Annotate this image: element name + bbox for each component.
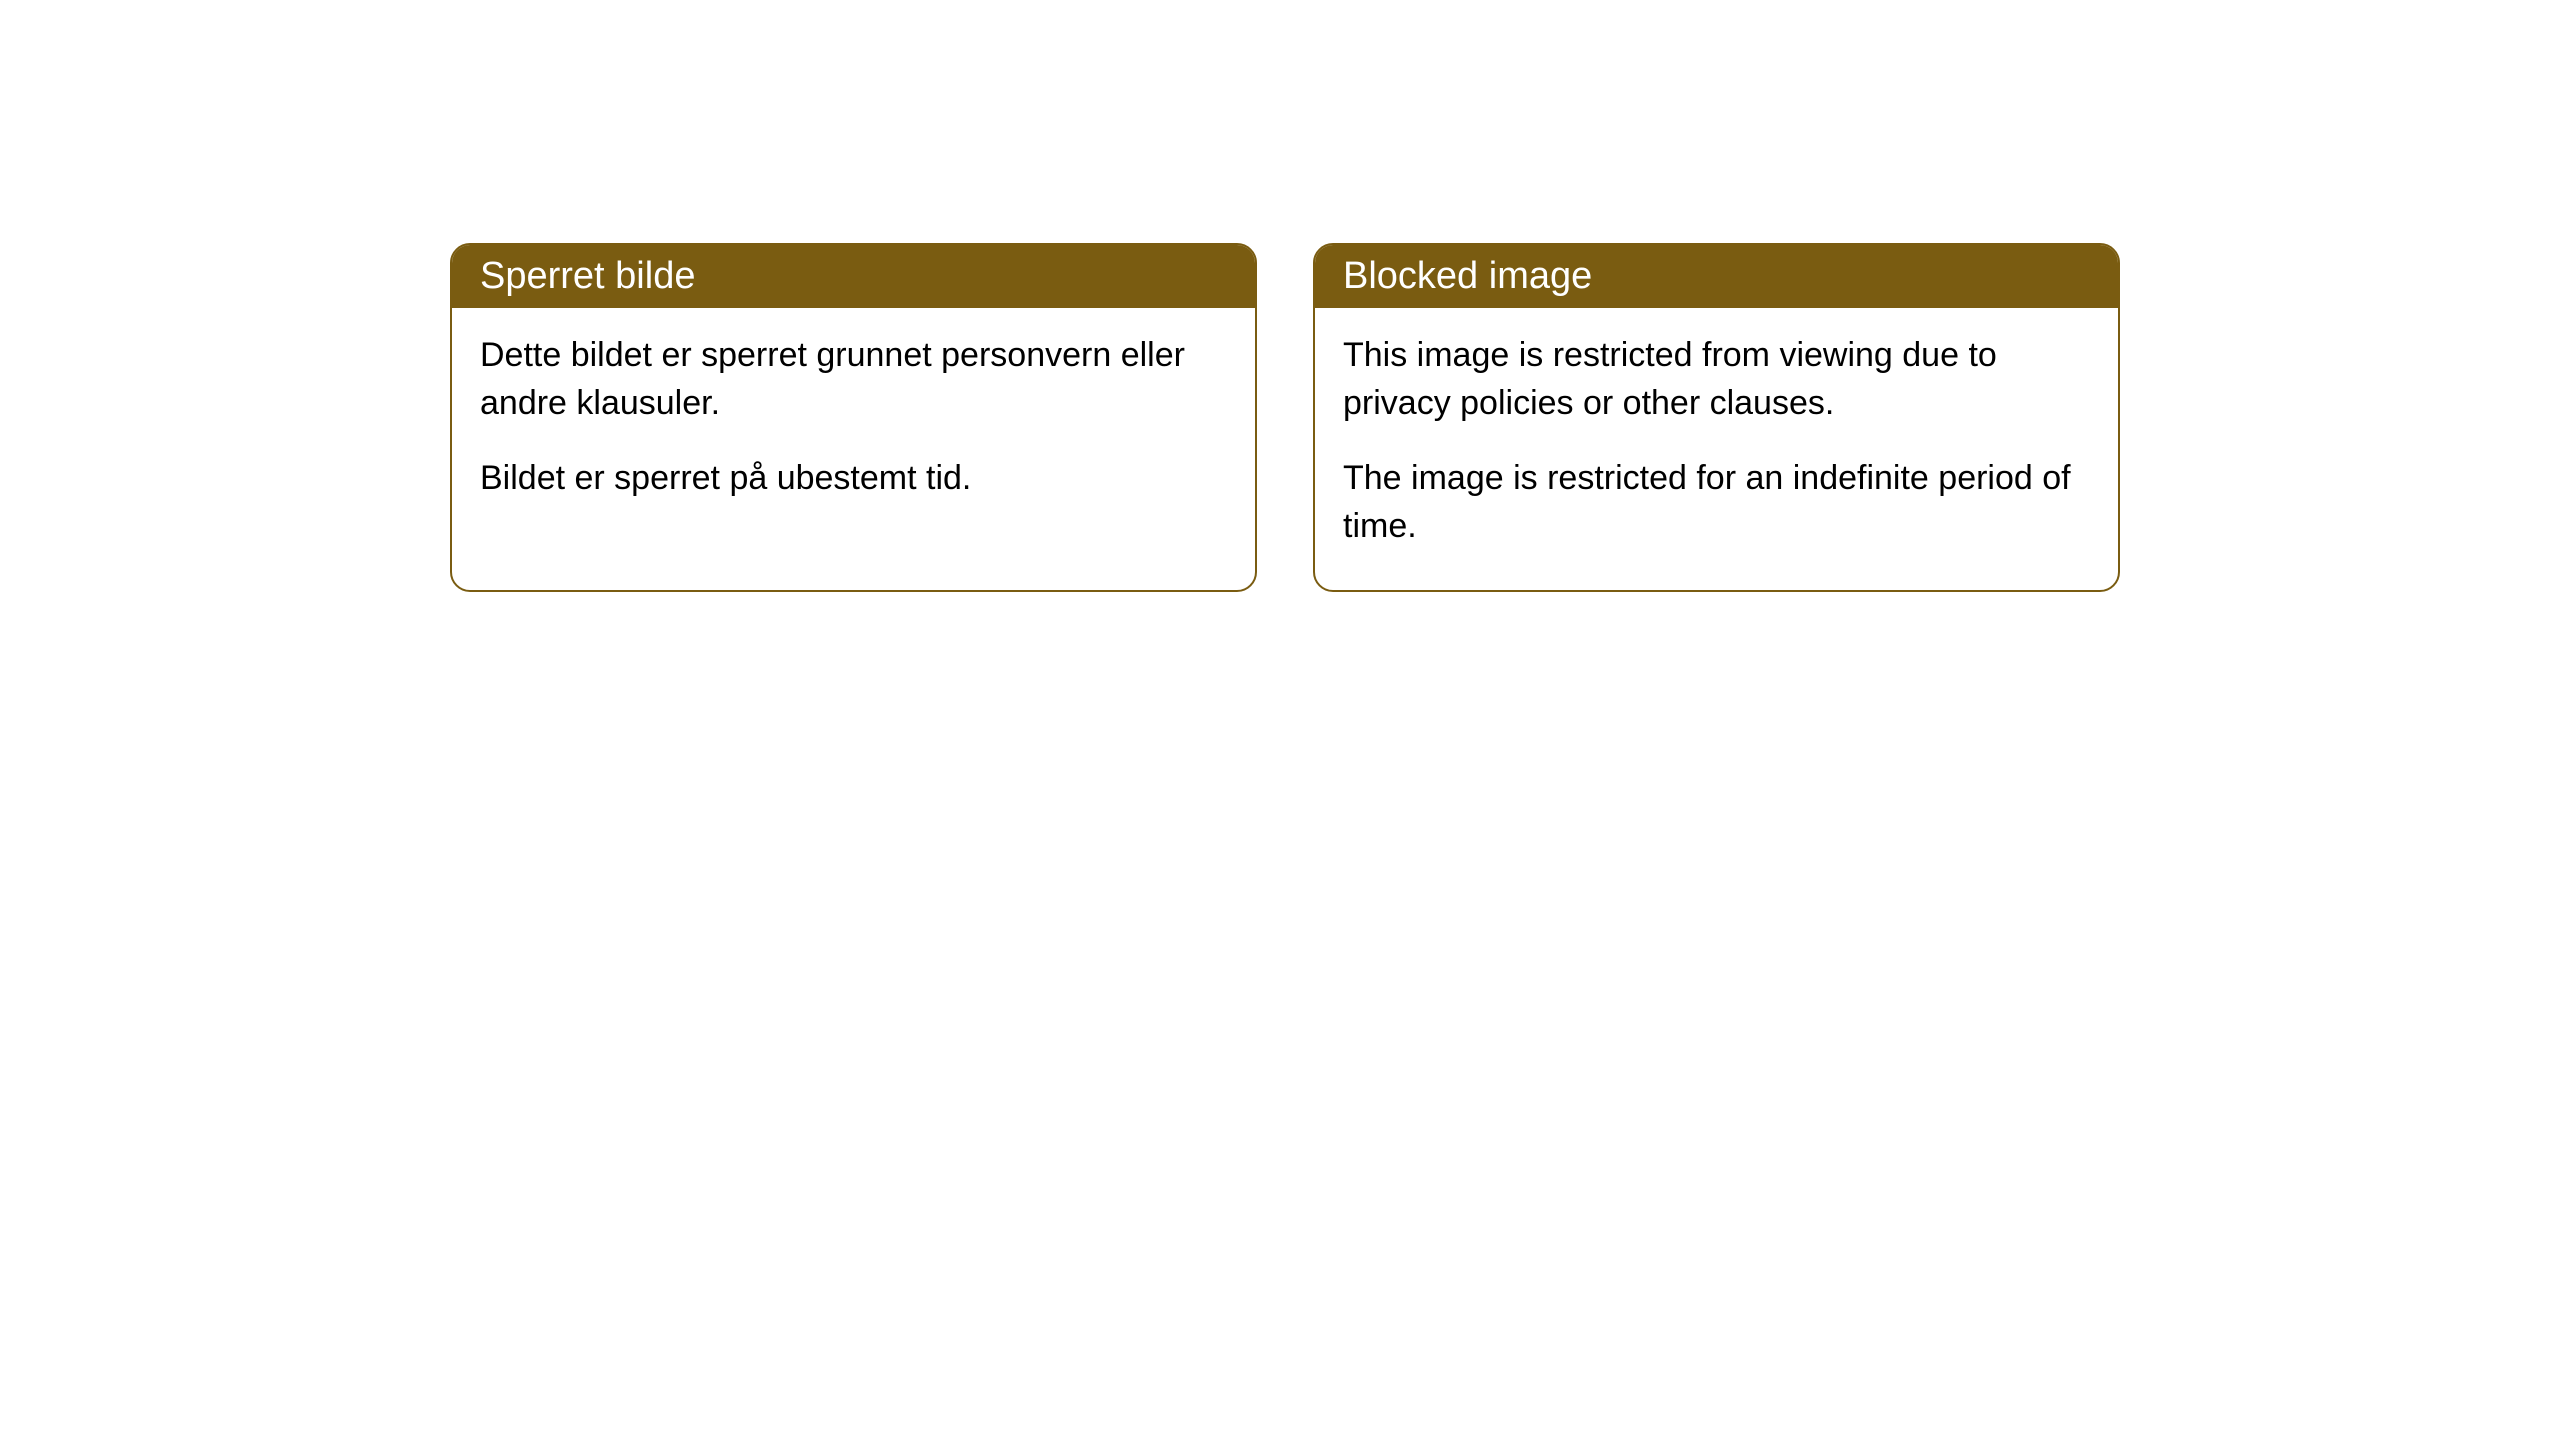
card-header: Blocked image: [1315, 245, 2118, 308]
card-paragraph-1: This image is restricted from viewing du…: [1343, 332, 2090, 427]
card-title: Blocked image: [1343, 255, 1592, 297]
card-title: Sperret bilde: [480, 255, 695, 297]
blocked-image-card-norwegian: Sperret bilde Dette bildet er sperret gr…: [450, 243, 1257, 592]
card-paragraph-1: Dette bildet er sperret grunnet personve…: [480, 332, 1227, 427]
card-paragraph-2: The image is restricted for an indefinit…: [1343, 455, 2090, 550]
blocked-image-card-english: Blocked image This image is restricted f…: [1313, 243, 2120, 592]
card-paragraph-2: Bildet er sperret på ubestemt tid.: [480, 455, 1227, 503]
card-header: Sperret bilde: [452, 245, 1255, 308]
card-body: Dette bildet er sperret grunnet personve…: [452, 308, 1255, 543]
notification-cards-container: Sperret bilde Dette bildet er sperret gr…: [450, 243, 2120, 592]
card-body: This image is restricted from viewing du…: [1315, 308, 2118, 590]
